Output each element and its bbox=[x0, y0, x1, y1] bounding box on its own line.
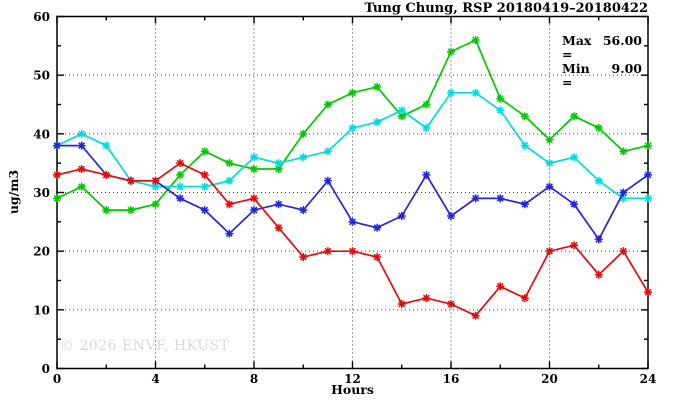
x-tick-label: 16 bbox=[443, 372, 460, 386]
y-tick-label: 30 bbox=[33, 186, 50, 200]
y-tick-label: 20 bbox=[33, 245, 50, 259]
x-axis-title: Hours bbox=[331, 382, 374, 397]
max-value: 56.00 bbox=[602, 33, 642, 48]
x-tick-label: 24 bbox=[640, 372, 657, 386]
stats-box: Max = 56.00 Min = 9.00 bbox=[562, 34, 642, 90]
y-axis-title: ug/m3 bbox=[6, 169, 21, 215]
y-tick-label: 60 bbox=[33, 10, 50, 24]
y-tick-label: 0 bbox=[42, 362, 50, 376]
series-green-markers bbox=[53, 35, 652, 215]
x-tick-label: 8 bbox=[250, 372, 258, 386]
watermark: © 2026 ENVF, HKUST bbox=[60, 338, 230, 354]
min-stat: Min = 9.00 bbox=[562, 62, 642, 90]
min-label: Min = bbox=[562, 61, 590, 90]
min-value: 9.00 bbox=[611, 61, 642, 76]
max-stat: Max = 56.00 bbox=[562, 34, 642, 62]
x-tick-label: 4 bbox=[151, 372, 159, 386]
x-tick-label: 0 bbox=[53, 372, 61, 386]
chart-title: Tung Chung, RSP 20180419–20180422 bbox=[364, 1, 648, 16]
x-tick-label: 20 bbox=[541, 372, 558, 386]
max-label: Max = bbox=[562, 33, 592, 62]
series-red-markers bbox=[53, 159, 652, 320]
y-tick-label: 40 bbox=[33, 127, 50, 141]
y-tick-label: 50 bbox=[33, 69, 50, 83]
x-tick-label: 12 bbox=[344, 372, 361, 386]
y-tick-label: 10 bbox=[33, 303, 50, 317]
